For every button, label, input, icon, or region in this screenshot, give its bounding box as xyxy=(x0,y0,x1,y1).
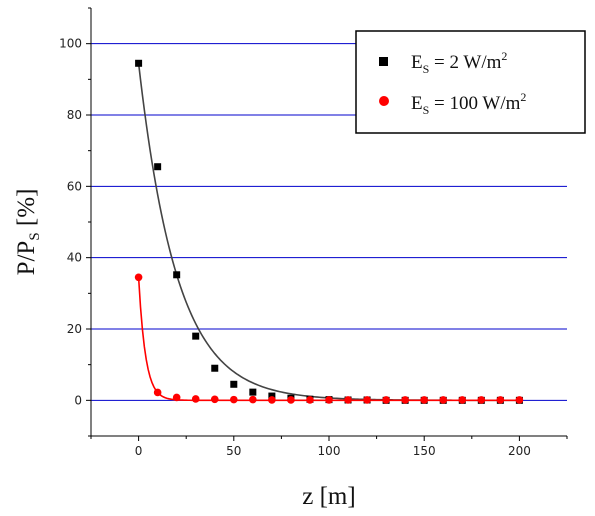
y-tick-label: 60 xyxy=(67,179,82,193)
y-tick-label: 100 xyxy=(59,37,82,51)
legend: ES = 2 W/m2 ES = 100 W/m2 xyxy=(355,30,586,134)
legend-marker-series-1 xyxy=(379,57,388,66)
legend-box xyxy=(355,30,586,134)
data-point-series-1 xyxy=(268,392,276,400)
data-point-series-1 xyxy=(173,271,181,279)
data-point-series-2 xyxy=(363,396,371,404)
data-point-series-2 xyxy=(230,395,238,404)
x-tick-label: 50 xyxy=(226,444,241,458)
y-axis-title-main: P/P xyxy=(13,241,40,276)
data-point-series-1 xyxy=(249,388,257,396)
data-point-series-2 xyxy=(515,396,524,404)
data-point-series-2 xyxy=(191,395,200,403)
data-point-series-2 xyxy=(344,396,352,404)
data-point-series-2 xyxy=(325,396,333,404)
x-tick-label: 0 xyxy=(135,444,143,458)
x-axis-title: z [m] xyxy=(302,483,355,510)
x-tick-label: 150 xyxy=(413,444,436,458)
data-point-series-1 xyxy=(135,59,143,67)
data-point-series-2 xyxy=(382,396,390,404)
data-point-series-2 xyxy=(172,393,181,402)
data-point-series-2 xyxy=(420,396,429,404)
ticks: 0 20 40 60 80 100 0 50 100 150 200 xyxy=(59,7,568,458)
data-point-series-2 xyxy=(268,396,276,404)
data-point-series-2 xyxy=(439,396,448,404)
data-point-series-1 xyxy=(154,163,162,171)
y-tick-label: 0 xyxy=(74,393,82,407)
data-point-series-2 xyxy=(134,273,143,282)
data-point-series-2 xyxy=(249,395,257,404)
x-tick-label: 100 xyxy=(318,444,341,458)
y-tick-label: 40 xyxy=(67,251,82,265)
data-point-series-1 xyxy=(211,364,219,372)
data-point-series-1 xyxy=(192,332,200,340)
y-tick-label: 80 xyxy=(67,108,82,122)
y-axis-title-suffix: [%] xyxy=(13,189,40,233)
data-points xyxy=(134,59,524,404)
y-axis-title: P/PS [%] xyxy=(13,189,43,276)
data-point-series-2 xyxy=(458,396,467,404)
legend-marker-series-2 xyxy=(379,96,389,106)
y-tick-label: 20 xyxy=(67,322,82,336)
svg-text:P/PS [%]: P/PS [%] xyxy=(13,189,43,276)
data-point-series-2 xyxy=(210,395,219,404)
x-tick-label: 200 xyxy=(508,444,531,458)
data-point-series-1 xyxy=(230,380,238,388)
data-point-series-2 xyxy=(287,396,295,404)
data-point-series-2 xyxy=(306,396,314,404)
data-point-series-2 xyxy=(401,396,409,404)
data-point-series-2 xyxy=(477,396,486,404)
y-axis-title-sub: S xyxy=(27,232,43,240)
data-point-series-2 xyxy=(496,396,505,404)
legend-label-series-2: ES = 100 W/m2 xyxy=(411,90,526,117)
legend-label-series-1: ES = 2 W/m2 xyxy=(411,49,507,76)
data-point-series-2 xyxy=(153,388,162,397)
